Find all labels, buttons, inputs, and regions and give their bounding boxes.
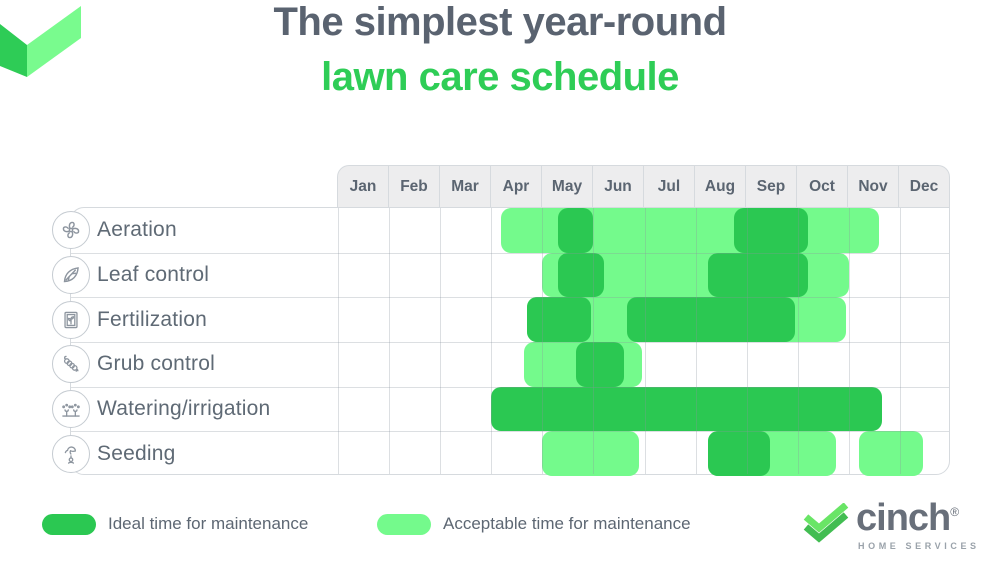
task-label-leaf-control: Leaf control bbox=[97, 262, 210, 286]
task-label-watering-irrigation: Watering/irrigation bbox=[97, 396, 271, 420]
registered-mark: ® bbox=[950, 505, 959, 519]
task-row-watering-irrigation: Watering/irrigation bbox=[52, 386, 951, 432]
fertilization-ideal-bar bbox=[527, 297, 591, 342]
leaf-icon bbox=[52, 255, 90, 294]
schedule-table: Aeration Leaf control Fertilization Grub co… bbox=[52, 207, 951, 476]
task-row-leaf-control: Leaf control bbox=[52, 252, 951, 298]
task-row-seeding: Seeding bbox=[52, 431, 951, 476]
sprinkler-icon bbox=[52, 389, 90, 428]
aeration-ideal-bar bbox=[733, 208, 808, 253]
legend-swatch-ideal bbox=[42, 513, 96, 535]
month-header-jun: Jun bbox=[592, 166, 643, 207]
task-row-fertilization: Fertilization bbox=[52, 297, 951, 342]
month-header-dec: Dec bbox=[898, 166, 949, 207]
task-label-seeding: Seeding bbox=[97, 441, 176, 465]
task-label-cell-fertilization: Fertilization bbox=[52, 297, 338, 342]
row-bars-aeration bbox=[338, 208, 951, 253]
task-label-cell-watering-irrigation: Watering/irrigation bbox=[52, 387, 338, 432]
month-header-may: May bbox=[541, 166, 592, 207]
task-label-cell-leaf-control: Leaf control bbox=[52, 253, 338, 298]
leaf-control-ideal-bar bbox=[708, 252, 808, 298]
legend-label-ideal: Ideal time for maintenance bbox=[108, 514, 309, 533]
leaf-control-ideal-bar bbox=[557, 252, 604, 298]
task-label-grub-control: Grub control bbox=[97, 352, 215, 376]
task-label-cell-aeration: Aeration bbox=[52, 208, 338, 253]
legend-item-acceptable: Acceptable time for maintenance bbox=[377, 512, 691, 536]
cinch-checkmark-icon bbox=[803, 503, 849, 543]
month-header-sep: Sep bbox=[745, 166, 796, 207]
month-header-oct: Oct bbox=[796, 166, 847, 207]
month-header-jan: Jan bbox=[349, 177, 377, 195]
month-header-row: Jan Feb Mar Apr May Jun Jul Aug Sep Oct Nov Dec bbox=[337, 165, 950, 207]
cinch-logo-text: cinch® HOME SERVICES bbox=[856, 499, 980, 551]
month-header-feb: Feb bbox=[388, 166, 439, 207]
row-bars-leaf-control bbox=[338, 252, 951, 298]
task-label-fertilization: Fertilization bbox=[97, 307, 207, 331]
cinch-tagline: HOME SERVICES bbox=[858, 541, 980, 551]
fertilizer-bag-icon bbox=[52, 300, 90, 339]
task-row-grub-control: Grub control bbox=[52, 342, 951, 387]
cinch-brand-name: cinch bbox=[856, 497, 951, 539]
corner-checkmark-icon bbox=[0, 6, 81, 77]
legend-item-ideal: Ideal time for maintenance bbox=[42, 512, 308, 536]
task-label-aeration: Aeration bbox=[97, 218, 177, 242]
month-header-jul: Jul bbox=[643, 166, 694, 207]
fertilization-ideal-bar bbox=[626, 297, 796, 342]
month-header-aug: Aug bbox=[694, 166, 745, 207]
cinch-logo: cinch® HOME SERVICES bbox=[800, 499, 980, 551]
seeding-acceptable-bar bbox=[542, 431, 640, 476]
row-bars-grub-control bbox=[338, 342, 951, 387]
page-title: The simplest year-round lawn care schedu… bbox=[0, 0, 1000, 100]
month-header-mar: Mar bbox=[439, 166, 490, 207]
seeding-acceptable-bar bbox=[859, 431, 923, 476]
aeration-ideal-bar bbox=[557, 208, 594, 253]
row-bars-fertilization bbox=[338, 297, 951, 342]
task-label-cell-seeding: Seeding bbox=[52, 431, 338, 476]
grub-icon bbox=[52, 345, 90, 384]
grub-control-ideal-bar bbox=[575, 342, 625, 387]
legend-swatch-acceptable bbox=[377, 513, 431, 535]
month-header-apr: Apr bbox=[490, 166, 541, 207]
row-bars-watering-irrigation bbox=[338, 386, 951, 432]
seeding-hand-icon bbox=[52, 434, 90, 473]
task-label-cell-grub-control: Grub control bbox=[52, 342, 338, 387]
title-line-1: The simplest year-round bbox=[273, 0, 727, 44]
watering-irrigation-ideal-bar bbox=[491, 386, 883, 432]
fan-icon bbox=[52, 211, 90, 250]
legend-label-acceptable: Acceptable time for maintenance bbox=[443, 514, 691, 533]
row-bars-seeding bbox=[338, 431, 951, 476]
seeding-ideal-bar bbox=[708, 431, 770, 476]
title-line-2: lawn care schedule bbox=[321, 55, 679, 99]
task-row-aeration: Aeration bbox=[52, 208, 951, 253]
month-header-nov: Nov bbox=[847, 166, 898, 207]
